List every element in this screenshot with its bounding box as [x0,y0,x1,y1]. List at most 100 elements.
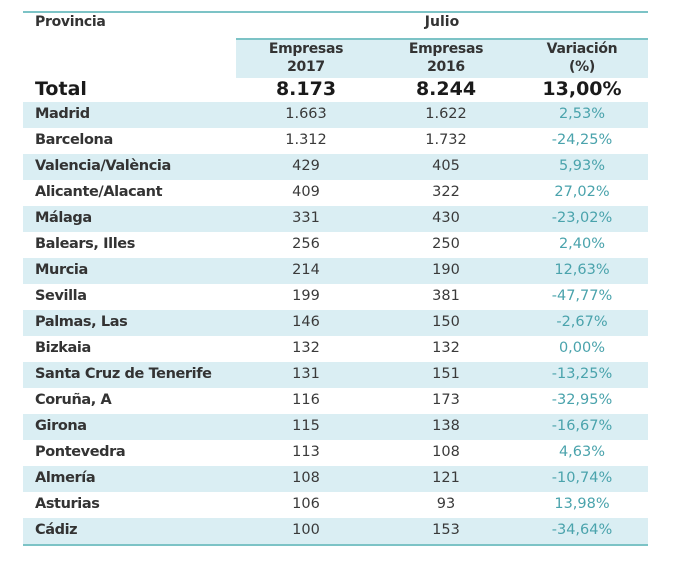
provincia-cell: Barcelona [35,132,113,148]
variation-cell: -23,02% [551,210,613,226]
provincia-cell: Santa Cruz de Tenerife [35,366,212,382]
table-row: Almería 108 121 -10,74% [23,466,648,492]
empresas-2016-cell: 138 [432,418,460,434]
variation-cell: -47,77% [551,288,613,304]
empresas-2017-cell: 331 [292,210,320,226]
header-row-2: Empresas 2017 Empresas 2016 Variación (%… [23,38,648,78]
provincia-cell: Palmas, Las [35,314,128,330]
total-row: Total 8.173 8.244 13,00% [23,78,648,102]
total-variation: 13,00% [542,78,622,100]
variation-cell: 27,02% [554,184,610,200]
variation-cell: -13,25% [551,366,613,382]
empresas-2017-cell: 106 [292,496,320,512]
header-label: (%) [569,59,595,75]
variation-cell: 2,40% [558,236,606,252]
table-row: Madrid 1.663 1.622 2,53% [23,102,648,128]
empresas-2016-cell: 322 [432,184,460,200]
table-row: Valencia/València 429 405 5,93% [23,154,648,180]
month-header: Julio [424,14,460,30]
empresas-2016-cell: 430 [432,210,460,226]
variation-cell: -34,64% [551,522,613,538]
variation-cell: -32,95% [551,392,613,408]
provincia-cell: Valencia/València [35,158,171,174]
table-row: Asturias 106 93 13,98% [23,492,648,518]
provincia-cell: Sevilla [35,288,87,304]
table-row: Palmas, Las 146 150 -2,67% [23,310,648,336]
table-row: Bizkaia 132 132 0,00% [23,336,648,362]
empresas-2016-cell: 190 [432,262,460,278]
empresas-2017-cell: 113 [292,444,320,460]
provincia-cell: Coruña, A [35,392,112,408]
empresas-2016-cell: 121 [432,470,460,486]
empresas-2016-cell: 132 [432,340,460,356]
empresas-2016-cell: 108 [432,444,460,460]
variation-cell: -16,67% [551,418,613,434]
empresas-2017-cell: 214 [292,262,320,278]
header-label: Empresas [268,41,344,57]
empresas-2016-cell: 173 [432,392,460,408]
variation-cell: -2,67% [556,314,608,330]
empresas-2016-cell: 1.732 [425,132,467,148]
variation-cell: 2,53% [558,106,606,122]
empresas-2017-cell: 108 [292,470,320,486]
header-empresas-2017: Empresas 2017 [236,40,376,76]
empresas-2016-cell: 381 [432,288,460,304]
table-row: Girona 115 138 -16,67% [23,414,648,440]
variation-cell: 13,98% [554,496,610,512]
empresas-2016-cell: 250 [432,236,460,252]
provincia-cell: Almería [35,470,96,486]
empresas-2016-cell: 1.622 [425,106,467,122]
empresas-2017-cell: 199 [292,288,320,304]
table-row: Sevilla 199 381 -47,77% [23,284,648,310]
header-label: Variación [546,41,618,57]
total-2016: 8.244 [415,78,477,100]
empresas-2017-cell: 256 [292,236,320,252]
top-rule [23,11,648,13]
empresas-2016-cell: 150 [432,314,460,330]
header-label: 2017 [287,59,325,75]
variation-cell: 12,63% [554,262,610,278]
variation-cell: -10,74% [551,470,613,486]
empresas-2017-cell: 429 [292,158,320,174]
variation-cell: 5,93% [558,158,606,174]
provincia-cell: Bizkaia [35,340,91,356]
empresas-2016-cell: 405 [432,158,460,174]
variation-cell: 0,00% [558,340,606,356]
empresas-2017-cell: 146 [292,314,320,330]
header-row-1: Provincia Julio [23,13,648,38]
empresas-2017-cell: 131 [292,366,320,382]
table-row: Santa Cruz de Tenerife 131 151 -13,25% [23,362,648,388]
provincia-empresas-table: Provincia Julio Empresas 2017 Empresas 2… [23,11,648,546]
provincia-cell: Pontevedra [35,444,126,460]
provincia-cell: Málaga [35,210,92,226]
provincia-cell: Alicante/Alacant [35,184,163,200]
empresas-2017-cell: 116 [292,392,320,408]
table-row: Cádiz 100 153 -34,64% [23,518,648,544]
empresas-2016-cell: 93 [436,496,456,512]
bottom-rule [23,544,648,546]
table-row: Coruña, A 116 173 -32,95% [23,388,648,414]
empresas-2017-cell: 100 [292,522,320,538]
empresas-2017-cell: 115 [292,418,320,434]
header-band [236,38,648,78]
empresas-2017-cell: 1.312 [285,132,327,148]
table-body: Madrid 1.663 1.622 2,53% Barcelona 1.312 1.732… [23,102,648,544]
total-label: Total [35,78,87,100]
header-empresas-2016: Empresas 2016 [376,40,516,76]
table-row: Alicante/Alacant 409 322 27,02% [23,180,648,206]
provincia-cell: Madrid [35,106,90,122]
empresas-2017-cell: 1.663 [285,106,327,122]
provincia-header: Provincia [35,14,106,30]
header-variacion: Variación (%) [516,40,648,76]
provincia-cell: Girona [35,418,87,434]
provincia-cell: Murcia [35,262,88,278]
provincia-cell: Cádiz [35,522,78,538]
provincia-cell: Asturias [35,496,100,512]
provincia-cell: Balears, Illes [35,236,135,252]
total-2017: 8.173 [275,78,337,100]
table-row: Barcelona 1.312 1.732 -24,25% [23,128,648,154]
table-row: Murcia 214 190 12,63% [23,258,648,284]
table-row: Málaga 331 430 -23,02% [23,206,648,232]
header-label: Empresas [408,41,484,57]
empresas-2017-cell: 132 [292,340,320,356]
